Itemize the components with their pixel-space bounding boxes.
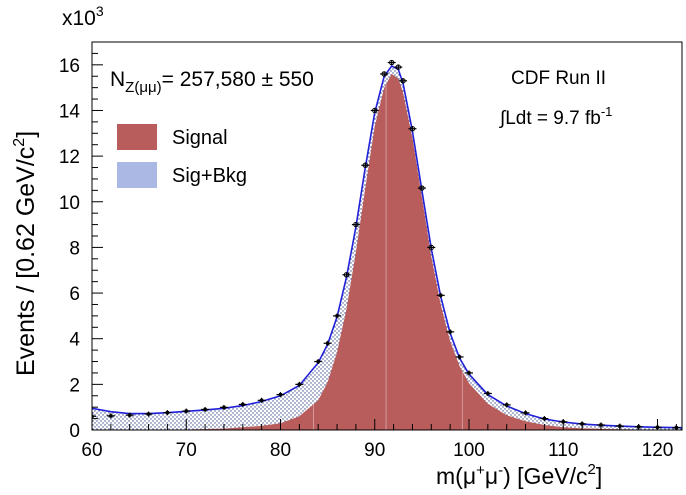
- data-point: [219, 404, 228, 410]
- data-point: [521, 410, 530, 416]
- fit-line: [92, 64, 682, 429]
- data-point: [446, 329, 455, 335]
- legend: Signal Sig+Bkg: [117, 124, 247, 188]
- x-axis-label: m(μ+μ-) [GeV/c2]: [436, 461, 602, 489]
- y-tick-label: 16: [59, 56, 80, 77]
- data-point: [417, 185, 426, 191]
- data-point: [370, 107, 379, 114]
- legend-swatch-sig-bkg: [117, 162, 157, 188]
- data-point: [399, 78, 408, 84]
- data-point: [455, 354, 464, 360]
- data-point: [540, 416, 549, 422]
- data-point: [257, 397, 266, 403]
- data-point: [342, 272, 351, 278]
- data-point: [502, 402, 511, 408]
- y-tick-label: 10: [59, 193, 80, 214]
- data-point: [276, 392, 285, 398]
- data-point: [483, 390, 492, 396]
- x-tick-label: 110: [548, 440, 578, 461]
- x-tick-label: 100: [453, 440, 485, 461]
- data-point: [380, 71, 389, 77]
- data-point: [394, 64, 403, 70]
- data-point: [314, 359, 323, 365]
- luminosity-label: ∫Ldt = 9.7 fb-1: [499, 104, 612, 129]
- signal-area: [148, 74, 682, 430]
- x-tick-label: 120: [642, 440, 674, 461]
- y-tick-label: 14: [59, 101, 81, 122]
- data-point: [427, 244, 436, 251]
- data-point: [436, 292, 445, 298]
- data-point: [295, 381, 304, 387]
- y-multiplier: x103: [62, 3, 104, 30]
- y-tick-label: 6: [69, 284, 80, 305]
- legend-label-sig-bkg: Sig+Bkg: [172, 165, 247, 187]
- signal-bin-lines: [312, 84, 463, 430]
- data-point: [163, 410, 172, 416]
- data-point: [182, 408, 191, 414]
- y-tick-label: 4: [69, 330, 80, 351]
- legend-label-signal: Signal: [172, 127, 228, 149]
- data-point: [144, 411, 153, 417]
- axis-ticks: [91, 41, 677, 431]
- data-point: [125, 412, 134, 418]
- data-point: [201, 406, 210, 412]
- x-tick-label: 80: [270, 440, 291, 461]
- y-tick-labels: 0 2 4 6 8 10 12 14 16: [59, 56, 81, 442]
- y-tick-label: 2: [69, 375, 80, 396]
- y-tick-label: 0: [69, 421, 80, 442]
- x-tick-label: 60: [81, 440, 102, 461]
- data-point: [351, 221, 360, 228]
- data-point: [106, 413, 115, 419]
- experiment-label: CDF Run II: [511, 68, 606, 89]
- y-axis-label: Events / [0.62 GeV/c2]: [11, 131, 40, 376]
- data-point: [333, 313, 342, 319]
- data-point: [92, 413, 96, 419]
- data-point: [408, 126, 417, 132]
- data-point: [361, 162, 370, 168]
- data-point: [387, 59, 396, 66]
- x-tick-label: 90: [364, 440, 385, 461]
- data-points: [92, 59, 681, 430]
- x-tick-label: 70: [176, 440, 197, 461]
- data-point: [323, 340, 332, 346]
- yield-label: NZ(μμ)= 257,580 ± 550: [110, 68, 314, 96]
- y-tick-label: 8: [69, 238, 80, 259]
- x-tick-labels: 60 70 80 90 100 110 120: [81, 440, 673, 461]
- data-point: [464, 370, 473, 376]
- y-tick-label: 12: [59, 147, 80, 168]
- data-point: [238, 401, 247, 407]
- legend-swatch-signal: [117, 124, 157, 150]
